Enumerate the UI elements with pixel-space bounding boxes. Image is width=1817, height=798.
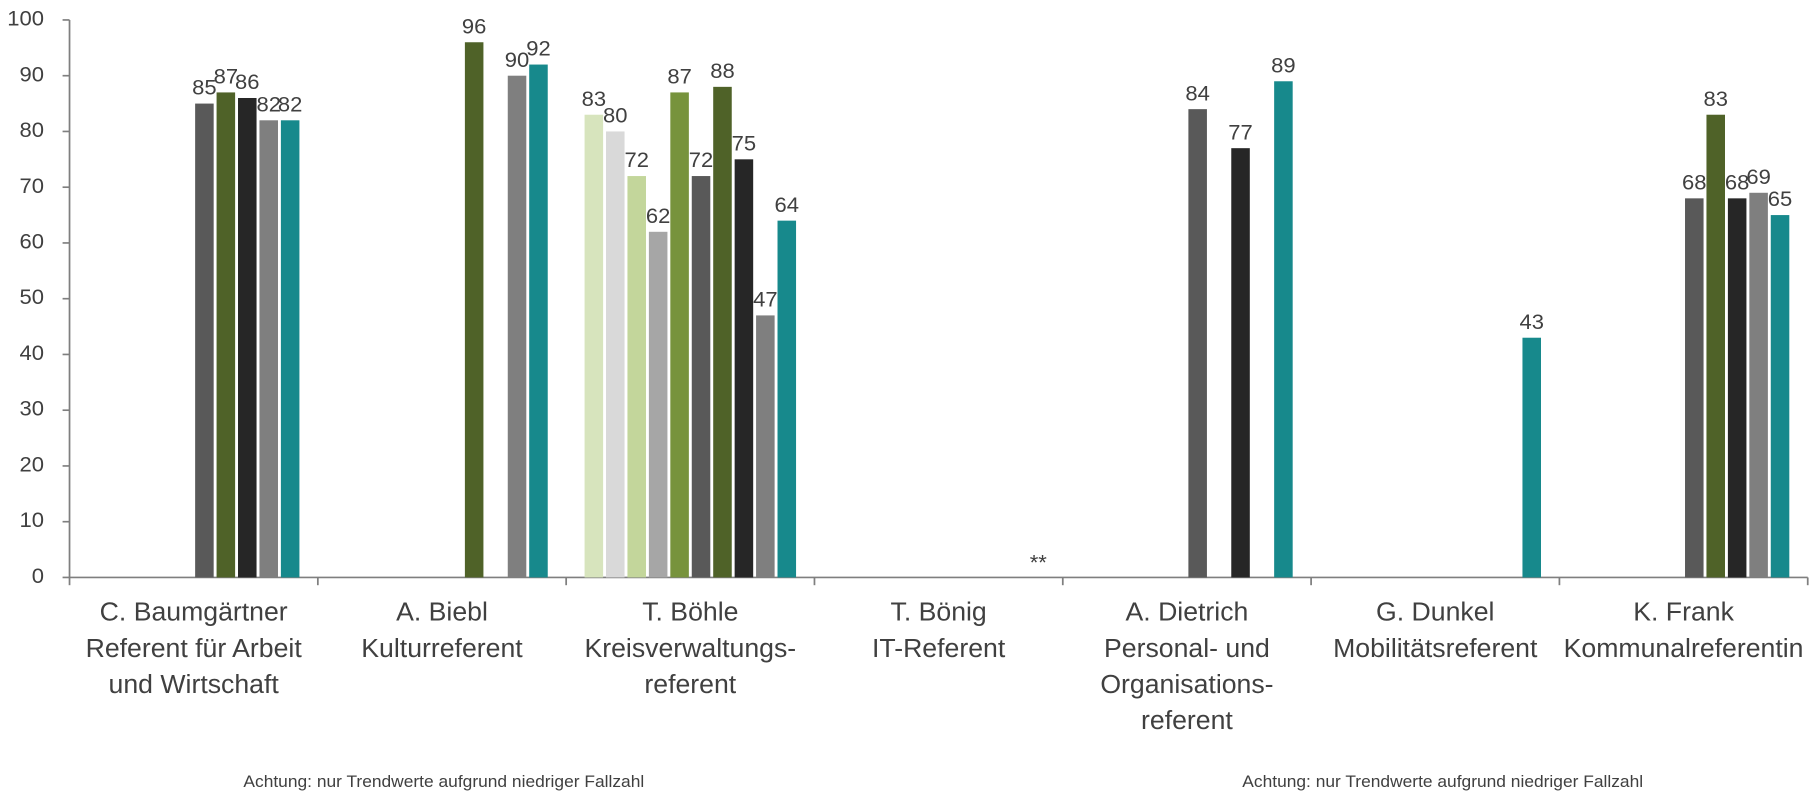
annotation: ** xyxy=(1030,551,1048,574)
value-label: 65 xyxy=(1768,188,1793,211)
x-tick-label: Organisations- xyxy=(1100,669,1273,698)
bar xyxy=(280,120,300,578)
x-tick-label: A. Biebl xyxy=(396,597,488,626)
value-label: 83 xyxy=(1703,87,1728,110)
value-label: 77 xyxy=(1228,121,1252,144)
value-label: 82 xyxy=(256,93,280,116)
x-tick-label: IT-Referent xyxy=(872,633,1006,662)
x-tick-label: T. Bönig xyxy=(891,597,987,626)
value-label: 92 xyxy=(526,37,550,60)
y-tick-label: 0 xyxy=(32,564,44,587)
bar xyxy=(529,64,548,578)
value-label: 72 xyxy=(624,149,648,172)
x-tick-label: und Wirtschaft xyxy=(109,669,280,698)
x-tick-label: Kommunalreferentin xyxy=(1564,633,1804,662)
x-tick-label: Personal- und xyxy=(1104,633,1270,662)
value-label: 89 xyxy=(1271,54,1295,77)
x-tick-label: Mobilitätsreferent xyxy=(1333,633,1538,662)
x-tick-label: Kulturreferent xyxy=(361,633,523,662)
bar xyxy=(1522,337,1541,578)
bar xyxy=(627,176,646,578)
value-label: 88 xyxy=(710,59,735,82)
value-label: 84 xyxy=(1185,82,1210,105)
value-label: 82 xyxy=(278,93,302,116)
bar xyxy=(1274,81,1293,578)
footnote: Achtung: nur Trendwerte aufgrund niedrig… xyxy=(1242,772,1643,791)
y-tick-label: 20 xyxy=(20,453,45,476)
bar xyxy=(648,231,668,578)
bar xyxy=(713,86,732,578)
bar xyxy=(464,42,484,578)
x-tick-label: Referent für Arbeit xyxy=(86,633,303,662)
x-tick-label: G. Dunkel xyxy=(1376,597,1494,626)
bar xyxy=(691,176,711,578)
value-label: 86 xyxy=(235,71,260,94)
value-label: 80 xyxy=(603,104,628,127)
y-tick-label: 60 xyxy=(20,230,45,253)
value-label: 69 xyxy=(1746,165,1770,188)
bar xyxy=(1706,114,1725,578)
value-label: 85 xyxy=(192,76,217,99)
value-label: 87 xyxy=(214,65,238,88)
bar xyxy=(756,315,775,578)
x-tick-label: referent xyxy=(1141,705,1234,734)
x-tick-label: T. Böhle xyxy=(642,597,738,626)
x-tick-label: referent xyxy=(644,669,737,698)
bar xyxy=(216,92,236,578)
value-label: 83 xyxy=(582,87,607,110)
bar xyxy=(507,75,527,578)
bar xyxy=(777,220,797,578)
y-tick-label: 10 xyxy=(20,509,45,532)
x-tick-label: C. Baumgärtner xyxy=(100,597,288,626)
bar xyxy=(1770,215,1790,578)
footnote: Achtung: nur Trendwerte aufgrund niedrig… xyxy=(243,772,644,791)
value-label: 62 xyxy=(646,204,670,227)
bar xyxy=(584,114,604,578)
value-label: 75 xyxy=(732,132,757,155)
y-tick-label: 50 xyxy=(20,286,45,309)
value-label: 47 xyxy=(753,288,777,311)
value-label: 68 xyxy=(1725,171,1750,194)
bar xyxy=(606,131,625,578)
bar xyxy=(1749,192,1768,578)
value-label: 90 xyxy=(505,48,530,71)
y-tick-label: 100 xyxy=(7,7,44,30)
value-label: 43 xyxy=(1519,310,1544,333)
y-tick-label: 30 xyxy=(20,397,45,420)
bar xyxy=(1231,148,1250,578)
value-label: 96 xyxy=(462,15,487,38)
value-label: 87 xyxy=(667,65,691,88)
bar xyxy=(1188,109,1207,578)
y-tick-label: 80 xyxy=(20,118,45,141)
bar xyxy=(670,92,689,578)
bar xyxy=(1685,198,1704,578)
x-tick-label: A. Dietrich xyxy=(1126,597,1249,626)
bar xyxy=(238,97,257,578)
bar xyxy=(195,103,214,578)
bar xyxy=(259,120,278,578)
bar xyxy=(734,159,754,578)
y-tick-label: 40 xyxy=(20,341,45,364)
x-tick-label: Kreisverwaltungs- xyxy=(584,633,796,662)
value-label: 64 xyxy=(775,193,800,216)
x-tick-label: K. Frank xyxy=(1633,597,1735,626)
value-label: 72 xyxy=(689,149,713,172)
y-tick-label: 90 xyxy=(20,63,45,86)
y-tick-label: 70 xyxy=(20,174,45,197)
bar xyxy=(1727,198,1747,578)
value-label: 68 xyxy=(1682,171,1707,194)
